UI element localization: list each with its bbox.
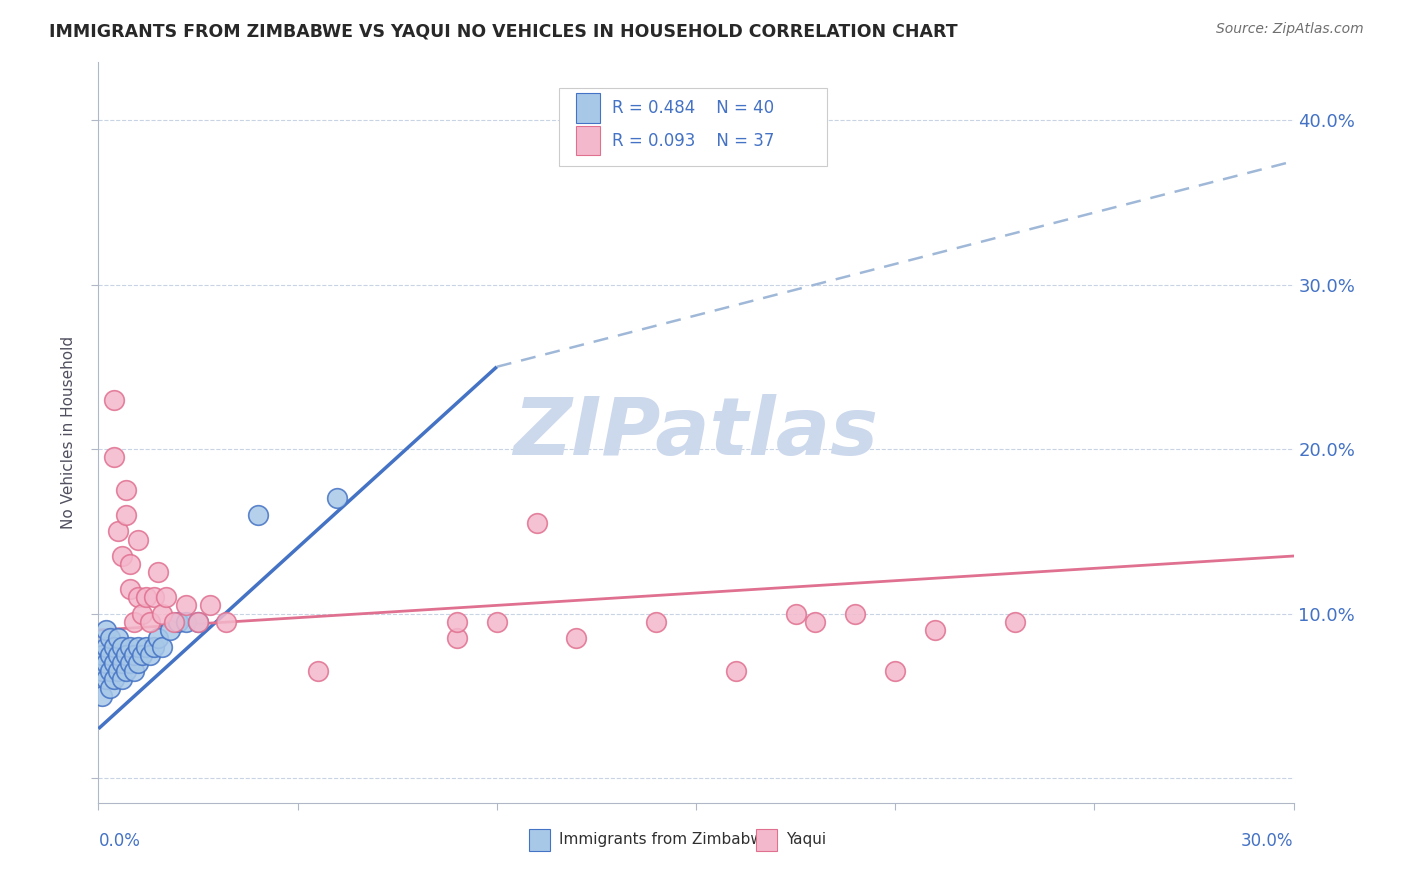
FancyBboxPatch shape — [576, 126, 600, 155]
Point — [91, 648, 114, 662]
Point — [103, 450, 125, 465]
Point — [120, 640, 142, 654]
Text: 30.0%: 30.0% — [1241, 832, 1294, 850]
Point — [804, 615, 827, 629]
Point — [111, 673, 134, 687]
Point — [150, 640, 173, 654]
Point — [115, 483, 138, 498]
Text: 0.0%: 0.0% — [98, 832, 141, 850]
Point — [96, 640, 118, 654]
Text: R = 0.093    N = 37: R = 0.093 N = 37 — [613, 131, 775, 150]
Point — [148, 566, 170, 580]
Point — [115, 648, 138, 662]
Point — [120, 582, 142, 596]
Point — [246, 508, 269, 522]
Point — [143, 640, 166, 654]
Point — [107, 648, 129, 662]
Point — [103, 673, 125, 687]
Point — [1004, 615, 1026, 629]
Point — [115, 508, 138, 522]
Text: R = 0.484    N = 40: R = 0.484 N = 40 — [613, 99, 775, 117]
Point — [139, 648, 162, 662]
Point — [526, 516, 548, 530]
Point — [103, 392, 125, 407]
Point — [844, 607, 866, 621]
Point — [107, 664, 129, 678]
Point — [135, 590, 157, 604]
Point — [143, 590, 166, 604]
Point — [107, 524, 129, 539]
Point — [96, 656, 118, 670]
Point — [131, 607, 153, 621]
FancyBboxPatch shape — [576, 94, 600, 123]
Point — [150, 607, 173, 621]
Point — [91, 689, 114, 703]
Point — [924, 623, 946, 637]
Point — [307, 664, 329, 678]
Point — [103, 640, 125, 654]
Point — [565, 632, 588, 646]
Text: IMMIGRANTS FROM ZIMBABWE VS YAQUI NO VEHICLES IN HOUSEHOLD CORRELATION CHART: IMMIGRANTS FROM ZIMBABWE VS YAQUI NO VEH… — [49, 22, 957, 40]
Point — [98, 664, 122, 678]
Point — [115, 664, 138, 678]
Point — [120, 656, 142, 670]
Point — [127, 656, 149, 670]
Point — [103, 656, 125, 670]
Point — [724, 664, 747, 678]
Point — [174, 615, 197, 629]
Point — [135, 640, 157, 654]
Point — [446, 632, 468, 646]
Point — [120, 558, 142, 572]
Point — [127, 640, 149, 654]
Point — [98, 648, 122, 662]
Point — [111, 656, 134, 670]
Point — [187, 615, 209, 629]
Point — [124, 648, 146, 662]
Point — [96, 623, 118, 637]
FancyBboxPatch shape — [529, 829, 550, 851]
Point — [98, 632, 122, 646]
Point — [139, 615, 162, 629]
Point — [215, 615, 238, 629]
Point — [326, 491, 349, 506]
Point — [124, 664, 146, 678]
Point — [159, 623, 181, 637]
Point — [645, 615, 668, 629]
Point — [163, 615, 186, 629]
Point — [98, 681, 122, 695]
Point — [124, 615, 146, 629]
Point — [131, 648, 153, 662]
Point — [111, 640, 134, 654]
Text: Yaqui: Yaqui — [786, 832, 825, 847]
Text: Source: ZipAtlas.com: Source: ZipAtlas.com — [1216, 22, 1364, 37]
Point — [884, 664, 907, 678]
Point — [91, 664, 114, 678]
Point — [174, 599, 197, 613]
Point — [155, 590, 177, 604]
Point — [187, 615, 209, 629]
Text: Immigrants from Zimbabwe: Immigrants from Zimbabwe — [558, 832, 772, 847]
Point — [446, 615, 468, 629]
Point — [127, 590, 149, 604]
FancyBboxPatch shape — [558, 88, 827, 166]
Point — [111, 549, 134, 563]
Point — [198, 599, 221, 613]
FancyBboxPatch shape — [756, 829, 778, 851]
Point — [167, 615, 190, 629]
Point — [485, 615, 508, 629]
Y-axis label: No Vehicles in Household: No Vehicles in Household — [60, 336, 76, 529]
Point — [96, 673, 118, 687]
Text: ZIPatlas: ZIPatlas — [513, 393, 879, 472]
Point — [785, 607, 807, 621]
Point — [148, 632, 170, 646]
Point — [127, 533, 149, 547]
Point — [107, 632, 129, 646]
